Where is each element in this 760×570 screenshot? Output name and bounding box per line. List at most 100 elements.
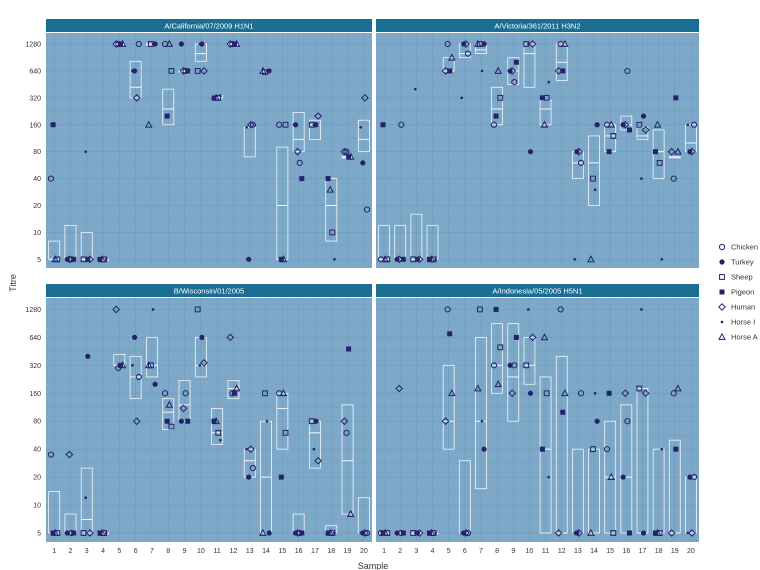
data-point bbox=[278, 474, 284, 480]
data-point bbox=[359, 125, 362, 129]
data-point bbox=[325, 176, 331, 182]
y-tick-label: 1280 bbox=[25, 42, 41, 49]
data-point bbox=[653, 120, 662, 128]
box bbox=[539, 376, 552, 534]
data-point bbox=[178, 418, 184, 424]
y-tick-label: 160 bbox=[29, 391, 41, 398]
data-point bbox=[54, 530, 61, 536]
data-point bbox=[670, 175, 677, 182]
data-point bbox=[194, 68, 201, 74]
data-point bbox=[182, 390, 189, 397]
data-point bbox=[415, 529, 424, 537]
data-point bbox=[434, 531, 437, 535]
data-point bbox=[543, 390, 550, 397]
x-tick-label: 17 bbox=[311, 548, 319, 555]
x-tick-label: 9 bbox=[511, 548, 515, 555]
data-point bbox=[481, 41, 487, 47]
data-point bbox=[71, 530, 77, 536]
x-tick-label: 13 bbox=[246, 548, 254, 555]
data-point bbox=[246, 120, 255, 129]
box bbox=[211, 407, 224, 445]
data-point bbox=[674, 384, 682, 392]
data-point bbox=[497, 94, 504, 101]
legend-label: Horse I bbox=[731, 318, 755, 327]
data-point bbox=[343, 429, 350, 436]
box bbox=[442, 364, 455, 450]
data-point bbox=[131, 334, 138, 340]
data-point bbox=[507, 362, 513, 368]
box bbox=[162, 88, 175, 126]
data-point bbox=[577, 159, 585, 166]
data-point bbox=[131, 68, 138, 74]
data-point bbox=[573, 258, 577, 261]
data-point bbox=[360, 160, 366, 166]
data-point bbox=[266, 68, 272, 74]
y-tick-label: 160 bbox=[29, 122, 41, 129]
data-point bbox=[84, 150, 87, 153]
data-point bbox=[178, 41, 184, 47]
legend-label: Human bbox=[731, 303, 755, 312]
data-point bbox=[246, 474, 252, 480]
data-point bbox=[494, 380, 503, 388]
data-point bbox=[86, 255, 94, 264]
data-point bbox=[441, 417, 450, 426]
data-point bbox=[574, 530, 580, 536]
data-point bbox=[165, 400, 174, 408]
data-point bbox=[606, 390, 612, 396]
data-point bbox=[47, 175, 55, 182]
x-tick-label: 12 bbox=[558, 548, 566, 555]
data-point bbox=[461, 41, 467, 47]
data-point bbox=[215, 94, 222, 101]
data-point bbox=[640, 177, 643, 180]
data-point bbox=[232, 390, 238, 396]
data-point bbox=[104, 258, 108, 261]
legend-key bbox=[718, 332, 726, 340]
data-point bbox=[194, 306, 201, 313]
data-point bbox=[313, 122, 319, 128]
data-point bbox=[636, 385, 643, 392]
data-point bbox=[380, 122, 386, 128]
data-point bbox=[607, 472, 616, 481]
data-point bbox=[626, 127, 632, 133]
x-tick-label: 14 bbox=[590, 548, 598, 555]
x-tick-label: 15 bbox=[278, 548, 286, 555]
data-point bbox=[414, 256, 421, 262]
data-point bbox=[282, 121, 289, 128]
x-tick-label: 20 bbox=[360, 548, 368, 555]
legend-key bbox=[718, 303, 726, 311]
data-point bbox=[641, 389, 650, 398]
x-tick-label: 17 bbox=[639, 548, 647, 555]
data-point bbox=[640, 308, 643, 311]
data-point bbox=[179, 404, 188, 413]
data-point bbox=[656, 530, 663, 536]
data-point bbox=[656, 159, 663, 166]
data-point bbox=[575, 147, 583, 156]
data-point bbox=[603, 446, 611, 453]
data-point bbox=[132, 93, 141, 102]
data-point bbox=[687, 474, 693, 480]
data-point bbox=[279, 389, 288, 397]
data-point bbox=[673, 95, 679, 101]
data-point bbox=[226, 333, 235, 342]
x-tick-label: 7 bbox=[479, 548, 483, 555]
data-point bbox=[527, 42, 530, 46]
box bbox=[162, 398, 175, 430]
panel-title: A/California/07/2009 H1N1 bbox=[164, 22, 253, 31]
box bbox=[341, 404, 354, 515]
data-point bbox=[329, 229, 336, 236]
x-tick-label: 3 bbox=[85, 548, 89, 555]
y-tick-label: 320 bbox=[29, 95, 41, 102]
x-tick-label: 19 bbox=[344, 548, 352, 555]
data-point bbox=[527, 308, 530, 311]
data-point bbox=[674, 147, 682, 155]
x-tick-label: 19 bbox=[671, 548, 679, 555]
y-tick-label: 10 bbox=[33, 503, 41, 510]
panel-strip bbox=[46, 19, 372, 32]
data-point bbox=[464, 529, 472, 537]
data-point bbox=[667, 147, 676, 156]
data-point bbox=[64, 530, 70, 536]
data-point bbox=[587, 528, 595, 536]
x-axis-label: Sample bbox=[358, 561, 389, 570]
box bbox=[357, 119, 370, 153]
box bbox=[475, 43, 487, 55]
